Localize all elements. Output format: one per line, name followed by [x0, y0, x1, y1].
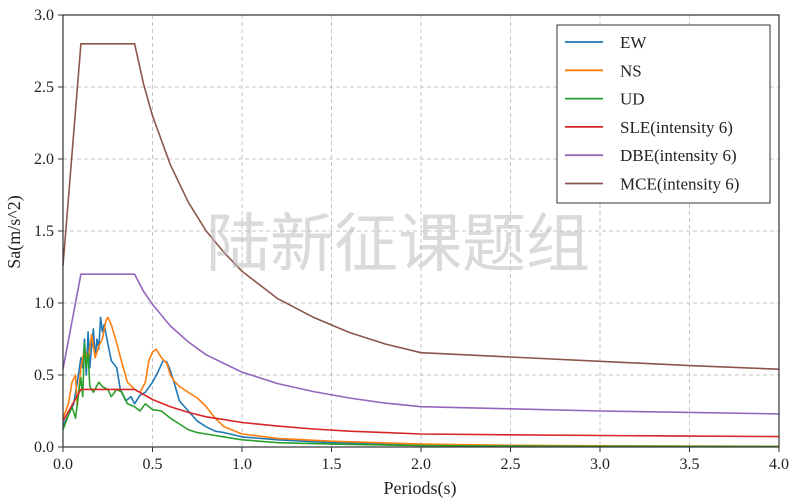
series-lines	[62, 42, 780, 448]
x-tick-label: 0.0	[53, 456, 73, 473]
legend-box	[556, 24, 771, 204]
plot-frame	[62, 14, 780, 448]
x-tick-label: 3.0	[590, 456, 610, 473]
y-tick-label: 1.5	[34, 223, 54, 240]
x-tick-label: 1.5	[322, 456, 342, 473]
y-tick-label: 3.0	[34, 7, 54, 24]
y-axis-label: Sa(m/s^2)	[4, 195, 25, 268]
legend-label: EW	[620, 33, 647, 52]
legend-label: SLE(intensity 6)	[620, 118, 733, 137]
legend-label: DBE(intensity 6)	[620, 146, 737, 165]
x-tick-label: 2.0	[411, 456, 431, 473]
x-tick-label: 3.5	[680, 456, 700, 473]
x-tick-label: 4.0	[769, 456, 789, 473]
legend-label: MCE(intensity 6)	[620, 175, 739, 194]
legend-label: NS	[620, 61, 642, 80]
y-tick-label: 1.0	[34, 295, 54, 312]
y-tick-label: 2.0	[34, 151, 54, 168]
axes: 0.0 0.5 1.0 1.5 2.0 2.5 3.0 3.5 4.0 0.0 0.5 1.0 1.5 2…	[34, 7, 789, 473]
series-line-2	[62, 342, 780, 448]
x-tick-label: 2.5	[501, 456, 521, 473]
series-line-4	[62, 273, 780, 415]
legend-label: UD	[620, 90, 645, 109]
series-line-3	[62, 388, 780, 438]
x-axis-label: Periods(s)	[384, 478, 457, 499]
watermark-text: 陆新征课题组	[206, 208, 590, 282]
series-line-0	[62, 316, 780, 448]
y-tick-label: 0.0	[34, 439, 54, 456]
series-line-5	[62, 42, 780, 370]
x-tick-label: 1.0	[232, 456, 252, 473]
x-tick-label: 0.5	[143, 456, 163, 473]
y-tick-label: 2.5	[34, 79, 54, 96]
y-tick-label: 0.5	[34, 367, 54, 384]
legend: EW NS UD SLE(intensity 6) DBE(intensity 6) MC…	[556, 24, 771, 204]
